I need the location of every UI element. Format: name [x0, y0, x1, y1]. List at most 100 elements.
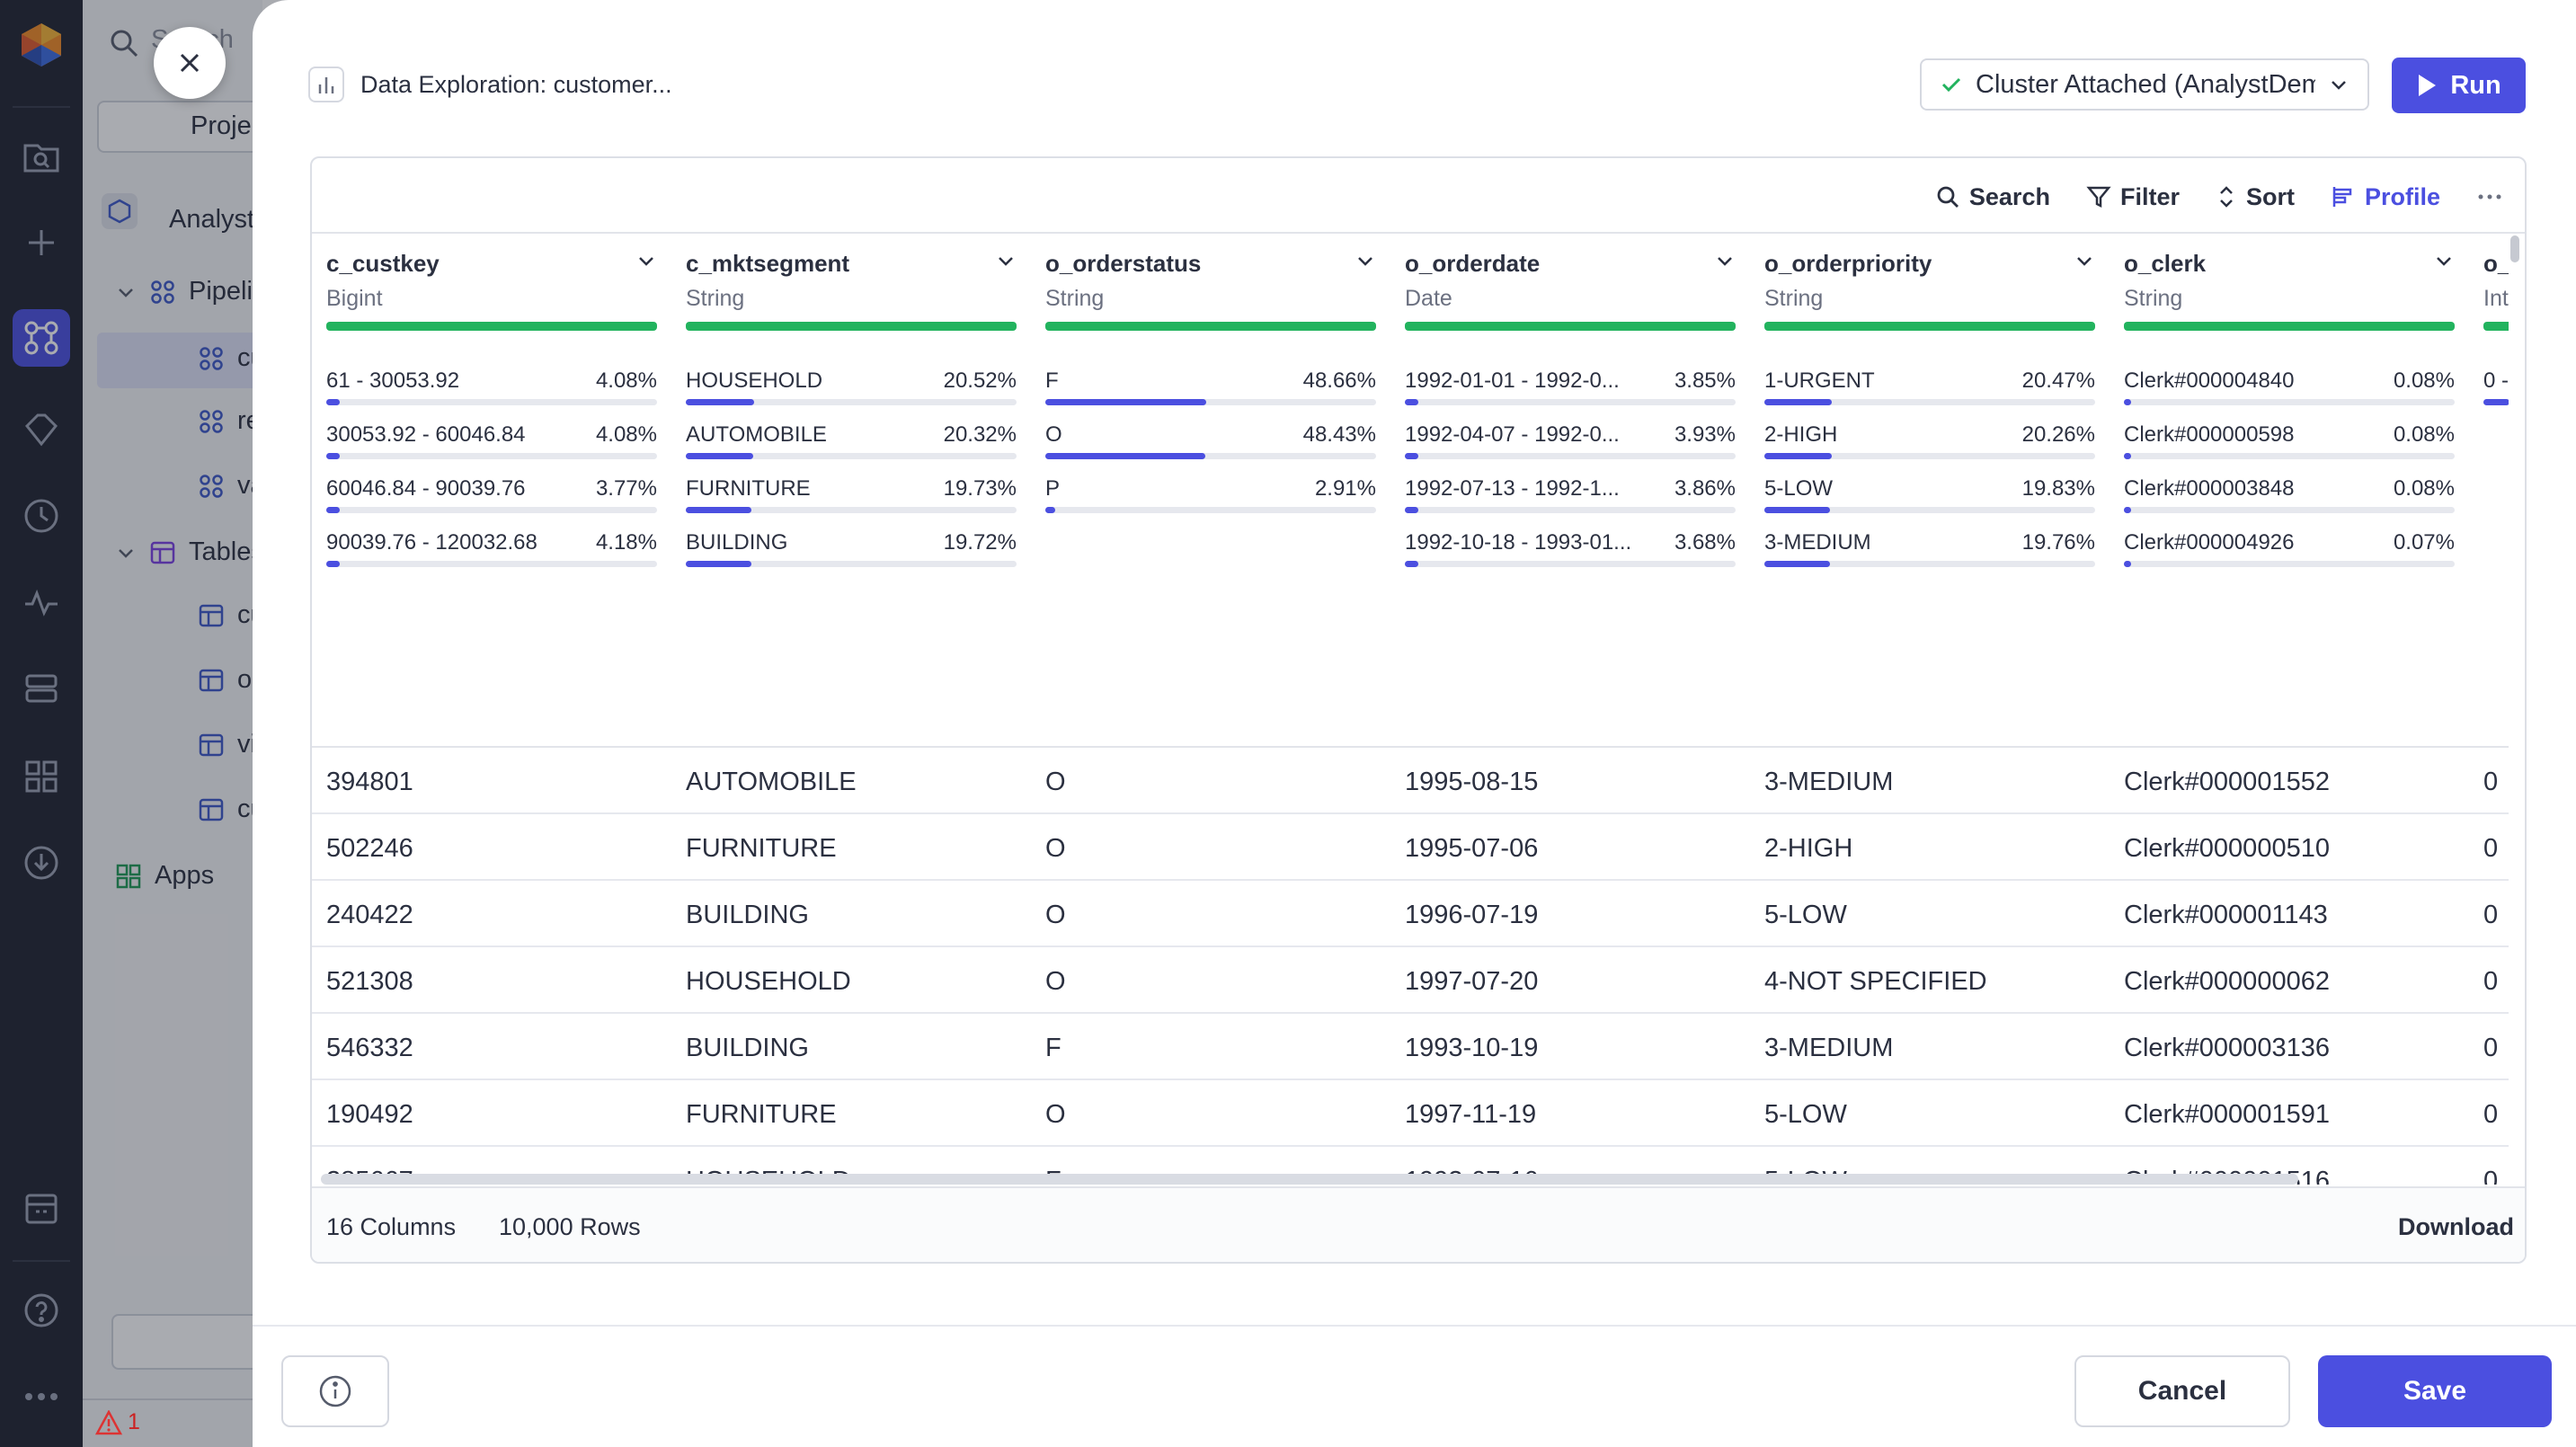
- profile-stat[interactable]: FURNITURE 19.73%: [686, 476, 1017, 527]
- search-button[interactable]: Search: [1935, 183, 2050, 211]
- more-icon[interactable]: [13, 1368, 70, 1425]
- filter-icon: [2086, 186, 2111, 209]
- filter-button[interactable]: Filter: [2086, 183, 2180, 211]
- profile-stat[interactable]: 1992-01-01 - 1992-0... 3.85%: [1405, 368, 1736, 419]
- table-row[interactable]: 546332 BUILDING F 1993-10-19 3-MEDIUM Clerk#0…: [312, 1014, 2509, 1080]
- panel-bottom-box[interactable]: [111, 1314, 262, 1370]
- stat-label: 60046.84 - 90039.76: [326, 476, 526, 501]
- profile-stat[interactable]: F 48.66%: [1045, 368, 1376, 419]
- add-icon[interactable]: [13, 214, 70, 271]
- history-icon[interactable]: [13, 487, 70, 545]
- help-icon[interactable]: [13, 1282, 70, 1339]
- table-cell: 0: [2483, 967, 2499, 996]
- calendar-icon[interactable]: [13, 1179, 70, 1237]
- cancel-button[interactable]: Cancel: [2074, 1355, 2290, 1427]
- profile-stat[interactable]: 1992-04-07 - 1992-0... 3.93%: [1405, 422, 1736, 473]
- profile-stat[interactable]: 1-URGENT 20.47%: [1764, 368, 2095, 419]
- profile-stat[interactable]: Clerk#000000598 0.08%: [2124, 422, 2455, 473]
- table-row[interactable]: 394801 AUTOMOBILE O 1995-08-15 3-MEDIUM Clerk…: [312, 748, 2509, 814]
- table-row[interactable]: 240422 BUILDING O 1996-07-19 5-LOW Clerk#0000…: [312, 881, 2509, 947]
- stat-label: 1992-01-01 - 1992-0...: [1405, 368, 1620, 393]
- tree-item[interactable]: Pipelines: [115, 277, 262, 306]
- tree-item-label: Pipelines: [189, 277, 262, 306]
- profile-stat[interactable]: 1992-10-18 - 1993-01... 3.68%: [1405, 530, 1736, 581]
- horizontal-scrollbar[interactable]: [321, 1174, 2298, 1185]
- project-button[interactable]: [97, 101, 262, 153]
- activity-icon[interactable]: [13, 573, 70, 631]
- cluster-select[interactable]: Cluster Attached (AnalystDemo): [1920, 58, 2369, 111]
- column-o_orderstatus: o_orderstatus String F 48.66% O 48.43% P 2.91%: [1031, 232, 1390, 1185]
- table-footer: 16 Columns 10,000 Rows Download: [312, 1186, 2525, 1262]
- profile-stat[interactable]: 61 - 30053.92 4.08%: [326, 368, 657, 419]
- run-button[interactable]: Run: [2392, 58, 2526, 113]
- profile-stat[interactable]: Clerk#000004926 0.07%: [2124, 530, 2455, 581]
- pipelines-icon[interactable]: [13, 309, 70, 367]
- stat-label: HOUSEHOLD: [686, 368, 823, 393]
- profile-stat[interactable]: 2-HIGH 20.26%: [1764, 422, 2095, 473]
- stat-percent: 20.47%: [2021, 368, 2095, 393]
- tree-item[interactable]: Apps: [115, 861, 214, 891]
- info-button[interactable]: [281, 1355, 389, 1427]
- profile-stat[interactable]: 60046.84 - 90039.76 3.77%: [326, 476, 657, 527]
- profile-stat[interactable]: Clerk#000003848 0.08%: [2124, 476, 2455, 527]
- tree-item[interactable]: Tables: [115, 537, 262, 567]
- stat-fill: [1764, 453, 1832, 459]
- profile-stat[interactable]: Clerk#000004840 0.08%: [2124, 368, 2455, 419]
- stat-percent: 19.73%: [943, 476, 1017, 501]
- more-options-button[interactable]: [2476, 192, 2503, 201]
- table-cell: O: [1045, 1100, 1066, 1129]
- chevron-down-icon[interactable]: [2433, 250, 2455, 276]
- download-button[interactable]: Download: [2398, 1213, 2514, 1240]
- stat-fill: [2483, 399, 2509, 405]
- profile-stat[interactable]: O 48.43%: [1045, 422, 1376, 473]
- stat-percent: 3.85%: [1674, 368, 1736, 393]
- profile-stat[interactable]: P 2.91%: [1045, 476, 1376, 527]
- pipeline-icon: [200, 346, 223, 370]
- table-cell: 0: [2483, 1034, 2499, 1062]
- download-icon[interactable]: [13, 834, 70, 892]
- chevron-down-icon[interactable]: [2074, 250, 2095, 276]
- chevron-down-icon[interactable]: [1355, 250, 1376, 276]
- profile-stat[interactable]: 1992-07-13 - 1992-1... 3.86%: [1405, 476, 1736, 527]
- logo-icon[interactable]: [13, 16, 70, 74]
- chevron-down-icon[interactable]: [995, 250, 1017, 276]
- chevron-down-icon[interactable]: [115, 542, 137, 564]
- browse-icon[interactable]: [13, 128, 70, 185]
- table-row[interactable]: 190492 FURNITURE O 1997-11-19 5-LOW Clerk#000…: [312, 1080, 2509, 1147]
- stat-label: Clerk#000000598: [2124, 422, 2295, 447]
- stat-fill: [2124, 507, 2131, 513]
- profile-button[interactable]: Profile: [2331, 183, 2440, 211]
- chevron-down-icon[interactable]: [1714, 250, 1736, 276]
- vertical-scrollbar[interactable]: [2505, 232, 2525, 1185]
- save-button[interactable]: Save: [2318, 1355, 2552, 1427]
- profile-stat[interactable]: 3-MEDIUM 19.76%: [1764, 530, 2095, 581]
- chevron-down-icon[interactable]: [115, 281, 137, 303]
- table-row[interactable]: 502246 FURNITURE O 1995-07-06 2-HIGH Clerk#00…: [312, 814, 2509, 881]
- profile-stat[interactable]: 90039.76 - 120032.68 4.18%: [326, 530, 657, 581]
- stat-fill: [2124, 561, 2131, 567]
- apps-icon[interactable]: [13, 748, 70, 805]
- profile-stat[interactable]: 5-LOW 19.83%: [1764, 476, 2095, 527]
- profile-stat[interactable]: 30053.92 - 60046.84 4.08%: [326, 422, 657, 473]
- stat-track: [1045, 399, 1376, 405]
- stat-percent: 4.18%: [595, 530, 657, 555]
- profile-stat[interactable]: 0 -: [2483, 368, 2509, 419]
- cluster-label: Cluster Attached (AnalystDemo): [1976, 69, 2315, 99]
- project-button-label: Project: [191, 111, 262, 140]
- chevron-down-icon[interactable]: [635, 250, 657, 276]
- pipeline-icon: [150, 541, 175, 564]
- deploy-icon[interactable]: [13, 660, 70, 717]
- profile-stat[interactable]: HOUSEHOLD 20.52%: [686, 368, 1017, 419]
- table-cell: 1997-07-20: [1405, 967, 1539, 996]
- column-name: c_custkey: [326, 250, 440, 277]
- profile-stat[interactable]: BUILDING 19.72%: [686, 530, 1017, 581]
- table-cell: 5-LOW: [1764, 1100, 1847, 1129]
- sort-button[interactable]: Sort: [2216, 183, 2295, 211]
- profile-stat[interactable]: AUTOMOBILE 20.32%: [686, 422, 1017, 473]
- table-row[interactable]: 521308 HOUSEHOLD O 1997-07-20 4-NOT SPECIFIE…: [312, 947, 2509, 1014]
- stat-track: [326, 453, 657, 459]
- tag-icon[interactable]: [13, 401, 70, 458]
- profile-icon: [2332, 187, 2352, 207]
- close-button[interactable]: [154, 27, 226, 99]
- error-indicator[interactable]: 1: [95, 1409, 140, 1435]
